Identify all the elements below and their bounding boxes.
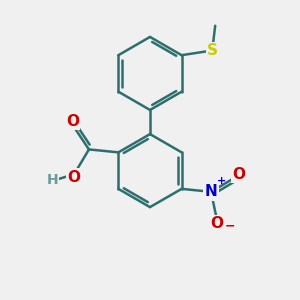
Text: −: − (225, 220, 235, 232)
Text: +: + (217, 176, 226, 186)
Text: O: O (232, 167, 245, 182)
Text: O: O (211, 216, 224, 231)
Text: N: N (205, 184, 218, 199)
Text: S: S (207, 43, 218, 58)
Text: O: O (68, 169, 81, 184)
Text: O: O (66, 114, 79, 129)
Text: H: H (46, 173, 58, 187)
